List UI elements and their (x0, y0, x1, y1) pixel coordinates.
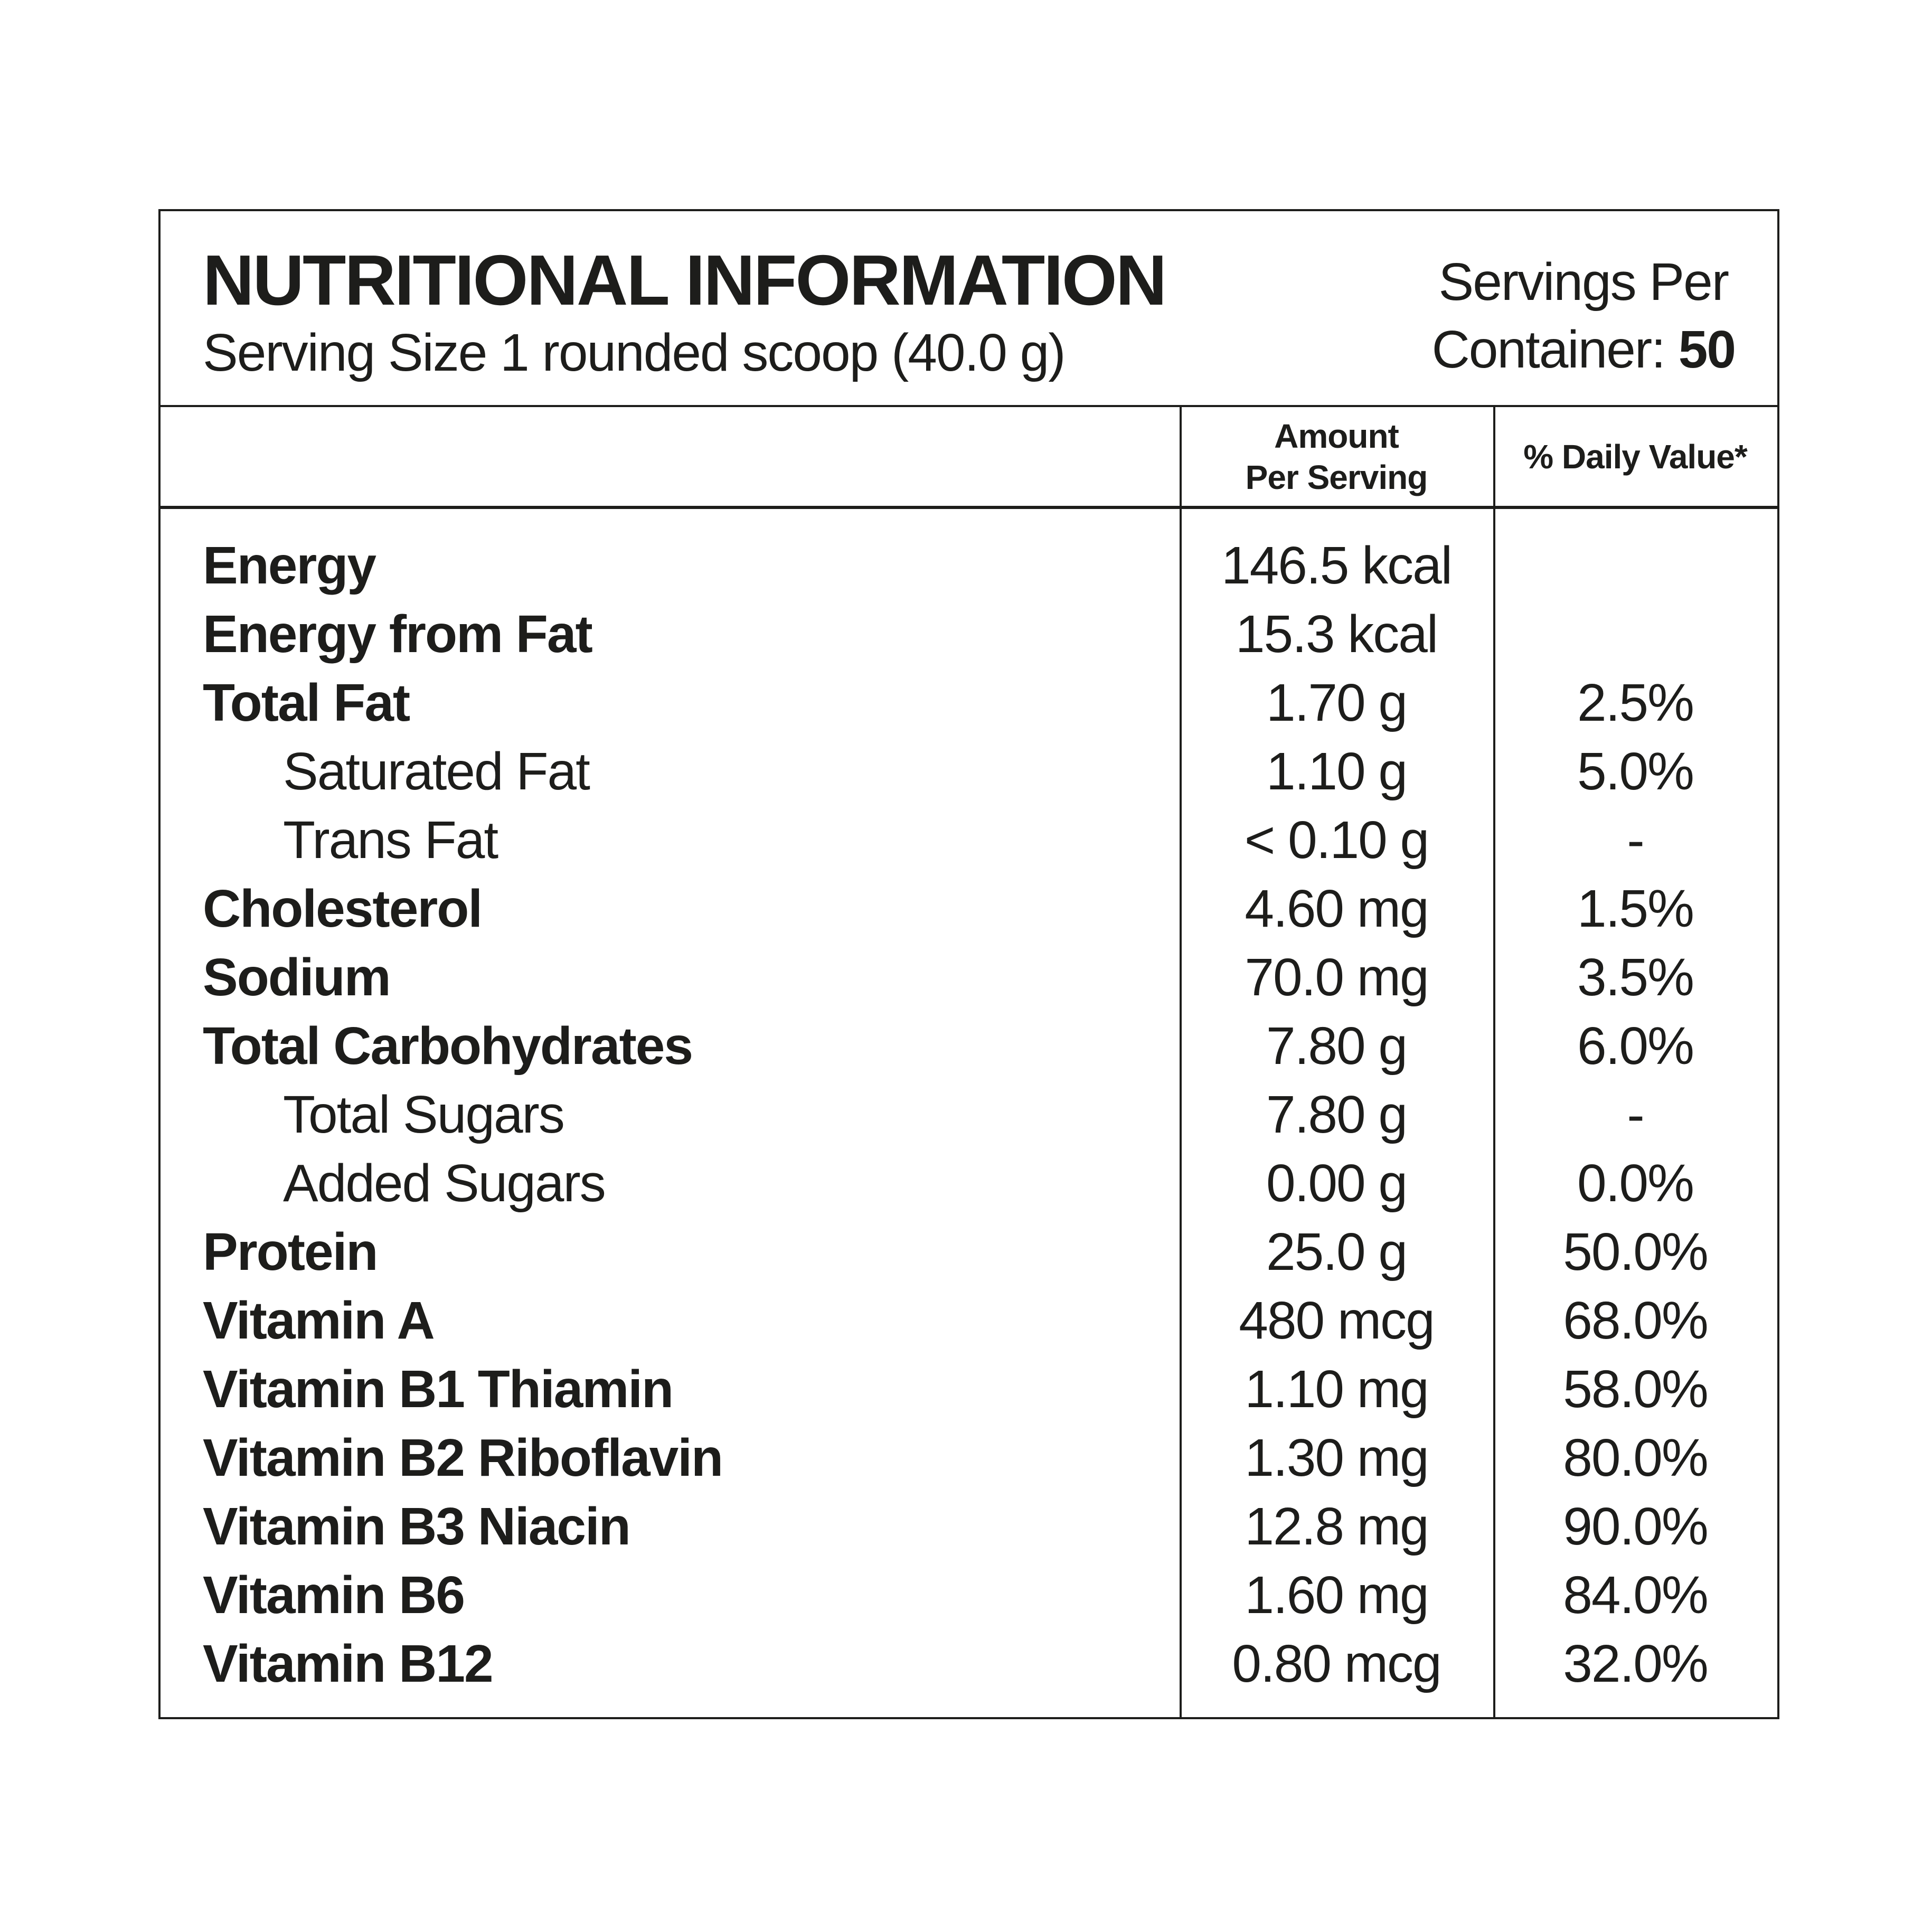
row-amount: 480 mcg (1239, 1290, 1435, 1350)
row-amount: 15.3 kcal (1235, 604, 1438, 664)
row-amount: < 0.10 g (1244, 810, 1429, 870)
label-header: NUTRITIONAL INFORMATION Serving Size 1 r… (161, 211, 1777, 407)
table-row: Vitamin B3 Niacin 12.8 mg 90.0% (161, 1492, 1777, 1561)
row-label: Protein (203, 1222, 378, 1281)
row-dv: 1.5% (1577, 879, 1694, 938)
table-row: Energy 146.5 kcal (161, 531, 1777, 600)
row-amount: 70.0 mg (1245, 947, 1429, 1007)
nutrition-table: NUTRITIONAL INFORMATION Serving Size 1 r… (158, 209, 1779, 1719)
serving-size-text: Serving Size 1 rounded scoop (40.0 g) (203, 323, 1066, 382)
row-amount: 1.60 mg (1245, 1565, 1429, 1625)
row-dv: - (1627, 810, 1644, 870)
row-dv: 50.0% (1563, 1222, 1709, 1281)
table-row: Saturated Fat 1.10 g 5.0% (161, 737, 1777, 806)
row-dv: 6.0% (1577, 1016, 1694, 1076)
row-label: Saturated Fat (283, 741, 590, 801)
row-amount: 0.00 g (1266, 1153, 1408, 1213)
row-amount: 1.10 g (1266, 741, 1408, 801)
row-label: Total Carbohydrates (203, 1016, 693, 1076)
table-row: Vitamin B2 Riboflavin 1.30 mg 80.0% (161, 1424, 1777, 1492)
row-dv: - (1627, 1085, 1644, 1144)
row-label: Energy from Fat (203, 604, 593, 664)
table-row: Vitamin B6 1.60 mg 84.0% (161, 1561, 1777, 1629)
column-header-row: Amount Per Serving % Daily Value* (161, 407, 1777, 509)
table-body: Energy 146.5 kcal Energy from Fat 15.3 k… (161, 509, 1777, 1698)
row-label: Sodium (203, 947, 391, 1007)
row-dv: 0.0% (1577, 1153, 1694, 1213)
row-dv: 2.5% (1577, 673, 1694, 732)
table-row: Trans Fat < 0.10 g - (161, 806, 1777, 874)
row-label: Added Sugars (283, 1153, 606, 1213)
table-row: Total Fat 1.70 g 2.5% (161, 668, 1777, 737)
row-amount: 7.80 g (1266, 1016, 1408, 1076)
row-label: Vitamin B2 Riboflavin (203, 1428, 723, 1487)
column-header-amount: Amount Per Serving (1180, 416, 1493, 498)
column-divider-1 (1180, 407, 1182, 1717)
row-label: Cholesterol (203, 879, 483, 938)
row-label: Vitamin B1 Thiamin (203, 1359, 674, 1419)
row-label: Total Fat (203, 673, 410, 732)
container-label: Container: (1431, 320, 1666, 379)
row-label: Vitamin A (203, 1290, 435, 1350)
table-row: Added Sugars 0.00 g 0.0% (161, 1149, 1777, 1218)
row-amount: 1.30 mg (1245, 1428, 1429, 1487)
row-label: Vitamin B12 (203, 1634, 494, 1693)
table-row: Total Sugars 7.80 g - (161, 1080, 1777, 1149)
row-amount: 4.60 mg (1245, 879, 1429, 938)
row-label: Energy (203, 535, 376, 595)
table-row: Sodium 70.0 mg 3.5% (161, 943, 1777, 1012)
row-dv: 68.0% (1563, 1290, 1709, 1350)
row-dv: 84.0% (1563, 1565, 1709, 1625)
row-label: Vitamin B6 (203, 1565, 465, 1625)
header-left: NUTRITIONAL INFORMATION Serving Size 1 r… (203, 240, 1167, 405)
servings-per-container: Servings Per Container: 50 (1431, 242, 1736, 405)
row-amount: 1.10 mg (1245, 1359, 1429, 1419)
row-label: Vitamin B3 Niacin (203, 1496, 631, 1556)
row-amount: 12.8 mg (1245, 1496, 1429, 1556)
column-divider-2 (1493, 407, 1495, 1717)
row-dv: 90.0% (1563, 1496, 1709, 1556)
amount-header-line2: Per Serving (1245, 458, 1428, 496)
table-row: Vitamin A 480 mcg 68.0% (161, 1286, 1777, 1355)
row-amount: 146.5 kcal (1221, 535, 1453, 595)
row-dv: 58.0% (1563, 1359, 1709, 1419)
table-row: Energy from Fat 15.3 kcal (161, 600, 1777, 668)
row-amount: 7.80 g (1266, 1085, 1408, 1144)
servings-per-line1: Servings Per (1438, 252, 1729, 312)
table-row: Vitamin B1 Thiamin 1.10 mg 58.0% (161, 1355, 1777, 1424)
row-dv: 3.5% (1577, 947, 1694, 1007)
table-row: Total Carbohydrates 7.80 g 6.0% (161, 1012, 1777, 1080)
row-dv: 32.0% (1563, 1634, 1709, 1693)
row-amount: 0.80 mcg (1232, 1634, 1441, 1693)
row-amount: 1.70 g (1266, 673, 1408, 732)
row-dv: 80.0% (1563, 1428, 1709, 1487)
table-row: Vitamin B12 0.80 mcg 32.0% (161, 1629, 1777, 1698)
page-title: NUTRITIONAL INFORMATION (203, 240, 1167, 320)
table-row: Cholesterol 4.60 mg 1.5% (161, 874, 1777, 943)
row-dv: 5.0% (1577, 741, 1694, 801)
amount-header-line1: Amount (1274, 417, 1399, 455)
servings-count: 50 (1678, 320, 1736, 379)
row-amount: 25.0 g (1266, 1222, 1408, 1281)
table-row: Protein 25.0 g 50.0% (161, 1218, 1777, 1286)
row-label: Trans Fat (283, 810, 498, 870)
servings-per-line2: Container: 50 (1431, 316, 1736, 383)
column-header-daily-value: % Daily Value* (1523, 437, 1748, 476)
row-label: Total Sugars (283, 1085, 565, 1144)
